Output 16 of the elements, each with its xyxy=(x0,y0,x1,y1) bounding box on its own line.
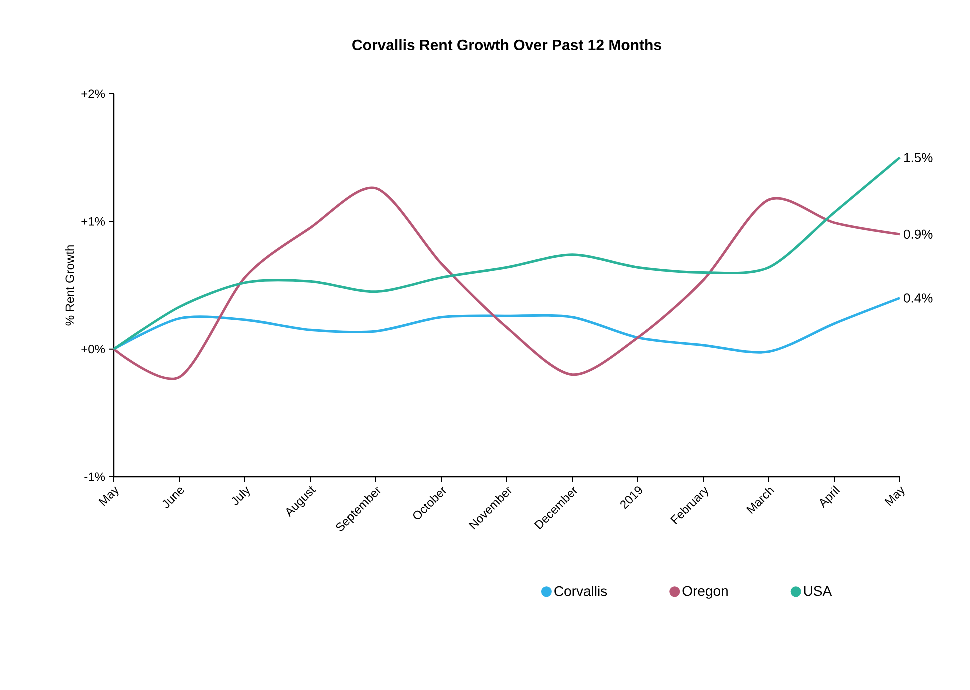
y-axis-title: % Rent Growth xyxy=(65,246,74,326)
line-series xyxy=(112,156,902,351)
y-tick-label: +1% xyxy=(82,217,106,226)
legend-label: Corvallis xyxy=(554,586,608,596)
data-label: 1.5% xyxy=(904,153,933,162)
y-tick-label: -1% xyxy=(84,472,106,482)
y-tick-label: +0% xyxy=(82,345,106,354)
legend-label: USA xyxy=(804,586,832,596)
chart-title: Corvallis Rent Growth Over Past 12 Months xyxy=(352,39,662,50)
data-label: 0.4% xyxy=(904,294,933,303)
legend-label: Oregon xyxy=(682,586,728,599)
data-label: 0.9% xyxy=(904,230,933,240)
y-tick-label: +2% xyxy=(82,90,106,98)
x-tick-label: May xyxy=(884,486,905,506)
x-tick-label: May xyxy=(98,486,119,506)
x-tick-label: July xyxy=(232,486,250,506)
